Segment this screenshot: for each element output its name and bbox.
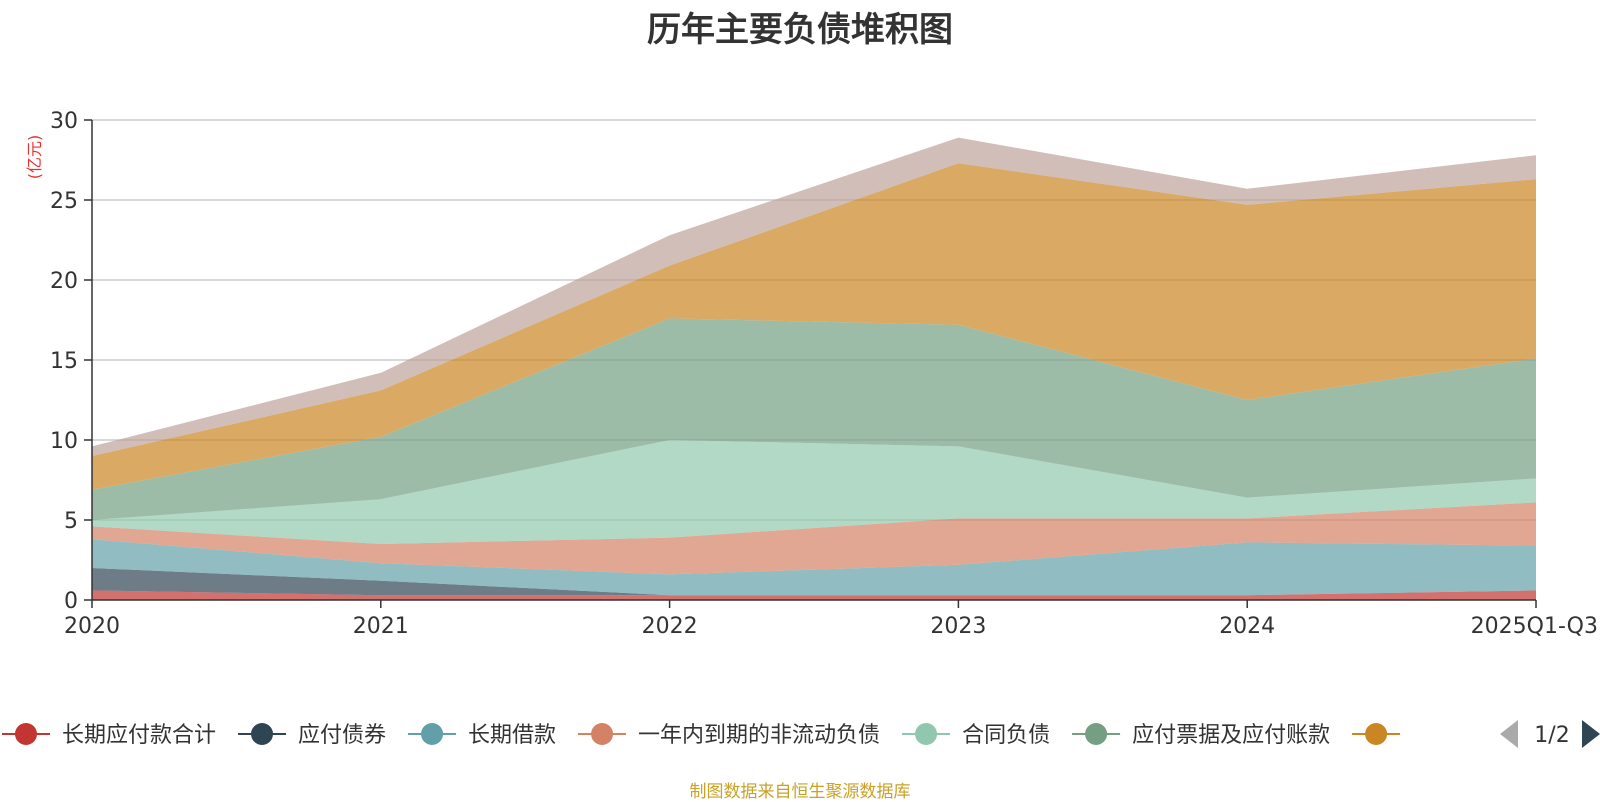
area-series-5 [92,440,1536,544]
area-series-7 [92,163,1536,490]
area-series-8 [92,137,1536,456]
chart-title: 历年主要负债堆积图 [647,10,953,50]
area-series-2 [92,568,1536,596]
stacked-areas [92,137,1536,600]
legend-marker [1085,723,1108,745]
legend-label: 长期借款 [468,723,556,748]
legend-item-2[interactable]: 应付债券 [238,723,386,748]
legend-label: 一年内到期的非流动负债 [638,723,880,748]
y-tick-label: 5 [64,509,78,534]
legend-item-1[interactable]: 长期应付款合计 [2,723,216,748]
y-tick-label: 25 [50,189,78,214]
legend-item-7[interactable] [1352,723,1401,745]
legend-marker [421,723,444,745]
y-tick-label: 30 [50,109,78,134]
source-note: 制图数据来自恒生聚源数据库 [689,782,911,802]
y-tick-label: 10 [50,429,78,454]
legend-marker [591,723,614,745]
legend-marker [915,723,938,745]
legend-item-4[interactable]: 一年内到期的非流动负债 [578,723,880,748]
legend: 长期应付款合计 应付债券 长期借款 一年内到期的非流动负债 合同负债 应付票据及应付账款 1… [2,720,1600,748]
x-tick-label: 2020 [64,614,120,639]
y-tick-label: 20 [50,269,78,294]
legend-pager: 1/2 [1500,720,1600,748]
x-tick-label: 2021 [353,614,409,639]
x-tick-label: 2022 [642,614,698,639]
axes: 0 5 10 15 20 25 30 2020 2021 2022 2023 2024 2025Q1-Q… [50,109,1598,639]
x-tick-label: 2025Q1-Q3 [1471,614,1598,639]
area-series-3 [92,539,1536,596]
legend-item-3[interactable]: 长期借款 [408,723,556,748]
legend-page-label: 1/2 [1534,723,1569,748]
legend-label: 应付债券 [298,723,386,748]
legend-item-6[interactable]: 应付票据及应付账款 [1072,723,1330,748]
legend-label: 应付票据及应付账款 [1132,723,1330,748]
y-tick-label: 0 [64,589,78,614]
legend-label: 长期应付款合计 [62,723,216,748]
legend-prev-icon[interactable] [1500,720,1518,748]
legend-marker [251,723,274,745]
area-series-4 [92,502,1536,575]
legend-marker [1365,723,1388,745]
x-tick-label: 2023 [930,614,986,639]
x-tick-label: 2024 [1219,614,1275,639]
legend-label: 合同负债 [962,723,1050,748]
y-tick-label: 15 [50,349,78,374]
legend-marker [15,723,37,745]
legend-item-5[interactable]: 合同负债 [902,723,1050,748]
legend-next-icon[interactable] [1582,720,1600,748]
area-series-6 [92,318,1536,520]
